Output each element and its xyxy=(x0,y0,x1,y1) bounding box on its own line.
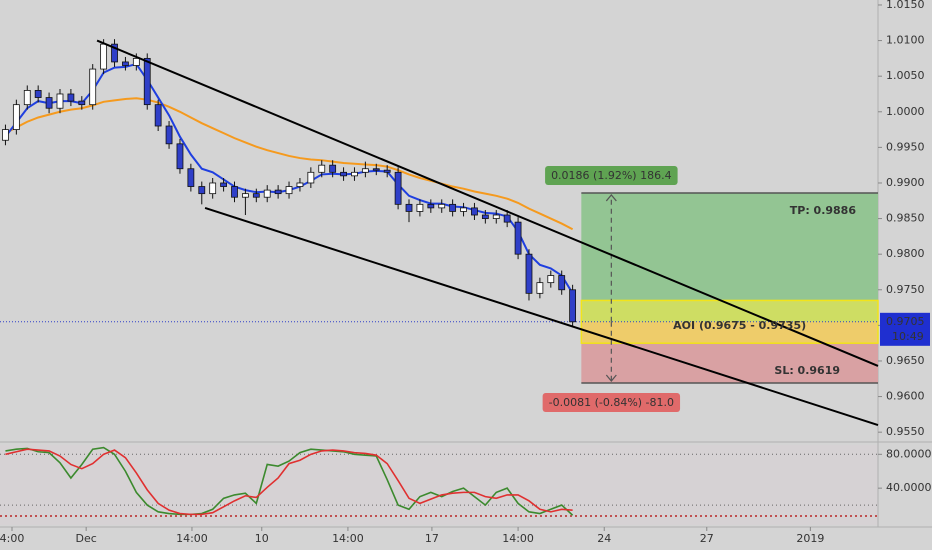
y-tick-label: 1.0100 xyxy=(886,34,925,47)
candle-body xyxy=(569,289,577,323)
candle-body xyxy=(438,203,446,209)
candle-body xyxy=(23,90,31,106)
candle-body xyxy=(154,104,162,127)
candle-body xyxy=(514,221,522,255)
candle-body xyxy=(132,57,140,66)
candle-body xyxy=(12,104,20,130)
candle-body xyxy=(143,57,151,106)
y-tick-label: 0.9850 xyxy=(886,212,925,225)
candle-body xyxy=(78,100,86,106)
candle-body xyxy=(242,193,249,198)
y-tick-label: 0.9750 xyxy=(886,283,925,296)
candle-body xyxy=(187,168,195,187)
candle-body xyxy=(361,168,369,173)
candle-body xyxy=(111,43,118,63)
candle-body xyxy=(547,275,555,284)
candle-body xyxy=(416,203,424,212)
candle-body xyxy=(122,61,129,66)
x-tick-label: Dec xyxy=(76,532,97,545)
oscillator-line xyxy=(5,446,574,516)
x-tick-label: 14:00 xyxy=(332,532,364,545)
main-pane: TP: 0.9886 SL: 0.9619 AOI (0.9675 - 0.9735… xyxy=(0,39,879,427)
candle-body xyxy=(427,203,435,209)
arrow-head xyxy=(605,374,617,382)
x-tick-label: 27 xyxy=(700,532,714,545)
oscillator-line xyxy=(5,448,573,516)
candle-body xyxy=(318,164,326,173)
candle-body xyxy=(296,182,304,187)
arrow-head xyxy=(605,194,617,202)
candle-body xyxy=(176,143,184,170)
trendline xyxy=(96,39,879,367)
x-tick-label: 14:00 xyxy=(502,532,534,545)
candle-body xyxy=(503,214,511,223)
target-stats-box xyxy=(545,165,678,185)
candle-body xyxy=(67,93,75,102)
candle-body xyxy=(307,171,315,184)
candle-body xyxy=(394,171,402,205)
candle-body xyxy=(481,214,489,219)
y-tick-label: 0.9900 xyxy=(886,176,925,189)
last-price-label: 0.9705 xyxy=(886,315,925,328)
candle-body xyxy=(274,189,282,195)
candle-body xyxy=(329,164,337,173)
y-tick-label: 0.9650 xyxy=(886,354,925,367)
y-tick-label: 1.0050 xyxy=(886,69,925,82)
countdown-label: 10:49 xyxy=(892,330,924,343)
candle-body xyxy=(351,171,358,177)
candle-body xyxy=(252,193,260,198)
candle-body xyxy=(471,207,478,216)
candle-body xyxy=(460,207,467,212)
osc-y-tick-label: 80.0000 xyxy=(886,447,932,460)
x-tick-label: 2019 xyxy=(796,532,824,545)
candle-body xyxy=(2,129,9,141)
moving-average xyxy=(4,97,574,231)
candle-body xyxy=(45,97,53,109)
target-label: TP: 0.9886 xyxy=(790,204,857,217)
candle-body xyxy=(220,182,227,187)
candle-body xyxy=(285,186,293,195)
candle-body xyxy=(558,275,566,291)
candle-body xyxy=(89,68,97,106)
candle-body xyxy=(56,93,64,109)
y-tick-label: 0.9600 xyxy=(886,390,925,403)
y-tick-label: 1.0000 xyxy=(886,105,925,118)
x-tick-label: 24 xyxy=(597,532,611,545)
stop-stats: -0.0081 (-0.84%) -81.0 xyxy=(549,396,674,409)
stop-label: SL: 0.9619 xyxy=(774,364,840,377)
candle-body xyxy=(405,203,413,212)
osc-y-tick-label: 40.0000 xyxy=(886,481,932,494)
candle-body xyxy=(165,125,173,145)
candle-body xyxy=(198,186,206,195)
stop-stats-box xyxy=(542,393,681,413)
x-tick-label: 14:00 xyxy=(176,532,208,545)
target-stats: 0.0186 (1.92%) 186.4 xyxy=(551,169,672,182)
candle-body xyxy=(372,168,380,171)
y-tick-label: 0.9550 xyxy=(886,425,925,438)
candle-body xyxy=(34,90,42,98)
x-tick-label: 17 xyxy=(425,532,439,545)
candle-body xyxy=(492,214,500,219)
candle-body xyxy=(525,253,533,294)
last-price-badge xyxy=(880,312,930,346)
x-tick-label: 10 xyxy=(255,532,269,545)
candle-body xyxy=(100,43,108,70)
x-tick-label: 4:00 xyxy=(0,532,24,545)
candle-body xyxy=(536,282,544,294)
zone-label: AOI (0.9675 - 0.9735) xyxy=(673,319,806,332)
candle-body xyxy=(231,186,238,198)
candle-body xyxy=(209,182,217,195)
trendline xyxy=(204,206,879,427)
y-tick-label: 1.0150 xyxy=(886,0,925,11)
candle-body xyxy=(263,189,271,198)
candle-body xyxy=(340,171,347,177)
oscillator xyxy=(0,446,878,517)
y-tick-label: 0.9800 xyxy=(886,247,925,260)
y-tick-label: 0.9950 xyxy=(886,140,925,153)
oscillator-pane xyxy=(0,445,878,525)
candle-body xyxy=(383,169,391,173)
candle-body xyxy=(449,203,457,212)
